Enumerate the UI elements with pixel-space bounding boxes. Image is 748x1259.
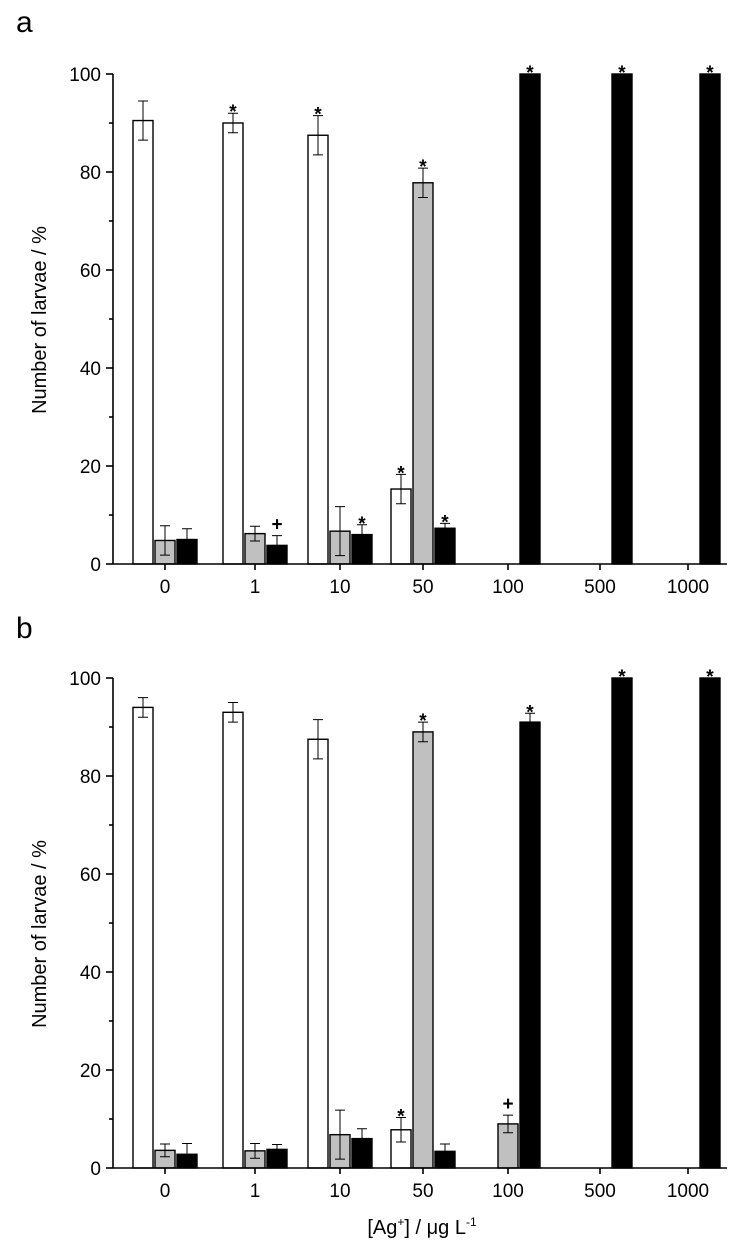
panel-b-sig-mark-grey-50: * [419, 711, 427, 732]
panel-b-errorbar-white-1 [228, 702, 238, 723]
panel-a-x-tick-label-50: 50 [412, 577, 433, 598]
panel-b-errorbar-grey-10 [335, 1109, 345, 1160]
x-title-pre: [Ag [367, 1217, 397, 1239]
panel-b-bar-white-10 [307, 738, 329, 1169]
panel-a-errorbar-black-50 [440, 522, 450, 534]
panel-a-errorbar-grey-1 [250, 525, 260, 542]
x-title-sup2: -1 [466, 1215, 477, 1229]
panel-a-x-tick-label-10: 10 [329, 577, 350, 598]
panel-b-errorbar-white-50 [396, 1117, 406, 1143]
panel-a-y-tick-label-80: 80 [80, 163, 101, 184]
panel-b-label: b [16, 612, 33, 645]
panel-b-x-tick-label-500: 500 [584, 1181, 616, 1202]
panel-b-x-tick-label-1: 1 [250, 1181, 261, 1202]
panel-a-errorbar-grey-0 [160, 525, 170, 556]
x-title-mid: ] / μg L [404, 1217, 466, 1239]
panel-a-y-tick-label-40: 40 [80, 359, 101, 380]
panel-a-sig-mark-white-50: * [397, 463, 405, 484]
panel-b-bar-white-0 [132, 706, 154, 1169]
panel-b-y-tick-label-0: 0 [90, 1159, 101, 1180]
panel-b-errorbar-black-0 [182, 1143, 192, 1166]
panel-a-errorbar-white-50 [396, 473, 406, 505]
panel-b-x-tick-label-10: 10 [329, 1181, 350, 1202]
panel-a-sig-mark-black-100: * [526, 63, 534, 84]
panel-a-errorbar-white-0 [138, 100, 148, 141]
panel-a-x-tick-label-100: 100 [492, 577, 524, 598]
panel-a-sig-mark-black-10: * [358, 514, 366, 535]
panel-a-errorbar-grey-10 [335, 506, 345, 557]
panel-a-sig-mark-grey-50: * [419, 157, 427, 178]
panel-a-bar-white-10 [307, 134, 329, 565]
panel-a-y-tick-label-100: 100 [69, 65, 101, 86]
panel-b-errorbar-grey-50 [418, 721, 428, 743]
panel-b-errorbar-black-50 [440, 1143, 450, 1160]
panel-b-sig-mark-black-500: * [618, 667, 626, 688]
panel-b: b Number of larvae / % [Ag+] / μg L-1 **… [16, 612, 727, 1239]
panel-a-errorbar-white-1 [228, 112, 238, 134]
panel-a-errorbar-black-1 [272, 535, 282, 556]
panel-b-errorbar-grey-1 [250, 1143, 260, 1159]
panel-a: a Number of larvae / % * + * * * * * * * * 0 1 10 50… [16, 6, 727, 598]
panel-a-y-tick-label-20: 20 [80, 457, 101, 478]
panel-b-sig-mark-grey-100: + [502, 1094, 513, 1115]
panel-a-bar-black-100 [519, 73, 541, 565]
panel-a-bar-black-500 [611, 73, 633, 565]
panel-b-y-tick-label-100: 100 [69, 669, 101, 690]
panel-b-sig-mark-black-100: * [526, 702, 534, 723]
panel-b-x-axis-title: [Ag+] / μg L-1 [367, 1215, 477, 1239]
panel-a-errorbar-white-10 [313, 115, 323, 156]
panel-b-y-tick-label-20: 20 [80, 1061, 101, 1082]
panel-a-y-tick-label-0: 0 [90, 555, 101, 576]
panel-b-x-tick-label-1000: 1000 [667, 1181, 709, 1202]
panel-a-bar-grey-50 [412, 182, 434, 565]
panel-a-sig-mark-black-1: + [271, 515, 282, 536]
panel-b-errorbar-black-100 [525, 712, 535, 732]
panel-a-x-tick-label-1000: 1000 [667, 577, 709, 598]
panel-b-y-tick-label-80: 80 [80, 767, 101, 788]
x-title-sup1: + [397, 1215, 404, 1229]
panel-a-x-tick-label-1: 1 [250, 577, 261, 598]
panel-a-sig-mark-black-1000: * [706, 63, 714, 84]
panel-a-errorbar-black-10 [357, 524, 367, 545]
panel-b-errorbar-grey-100 [503, 1114, 513, 1134]
panel-a-sig-mark-white-10: * [314, 105, 322, 126]
panel-b-x-tick-label-50: 50 [412, 1181, 433, 1202]
panel-a-errorbar-black-0 [182, 528, 192, 551]
panel-b-bar-black-500 [611, 677, 633, 1169]
panel-a-x-tick-label-0: 0 [160, 577, 171, 598]
panel-b-sig-mark-white-50: * [397, 1107, 405, 1128]
panel-b-y-axis-title: Number of larvae / % [29, 840, 51, 1028]
panel-a-sig-mark-white-1: * [229, 102, 237, 123]
panel-a-errorbar-grey-50 [418, 167, 428, 198]
panel-a-y-axis-title: Number of larvae / % [29, 226, 51, 414]
panel-a-bar-black-1000 [699, 73, 721, 565]
panel-a-label: a [16, 6, 33, 39]
panel-b-sig-mark-black-1000: * [706, 667, 714, 688]
panel-b-errorbar-black-10 [357, 1128, 367, 1149]
panel-a-x-tick-label-500: 500 [584, 577, 616, 598]
panel-b-bar-black-1000 [699, 677, 721, 1169]
panel-b-x-tick-label-100: 100 [492, 1181, 524, 1202]
panel-b-errorbar-white-0 [138, 697, 148, 718]
panel-a-sig-mark-black-500: * [618, 63, 626, 84]
panel-b-bar-white-1 [222, 711, 244, 1169]
panel-a-sig-mark-black-50: * [441, 512, 449, 533]
panel-b-y-tick-label-40: 40 [80, 963, 101, 984]
panel-a-bar-white-1 [222, 122, 244, 565]
panel-b-y-tick-label-60: 60 [80, 865, 101, 886]
panel-b-x-tick-label-0: 0 [160, 1181, 171, 1202]
panel-b-bar-grey-50 [412, 731, 434, 1169]
panel-b-bar-black-100 [519, 721, 541, 1169]
panel-a-bar-white-0 [132, 119, 154, 565]
panel-a-y-tick-label-60: 60 [80, 261, 101, 282]
panel-b-errorbar-white-10 [313, 719, 323, 760]
panel-b-errorbar-black-1 [272, 1143, 282, 1155]
panel-b-errorbar-grey-0 [160, 1143, 170, 1158]
